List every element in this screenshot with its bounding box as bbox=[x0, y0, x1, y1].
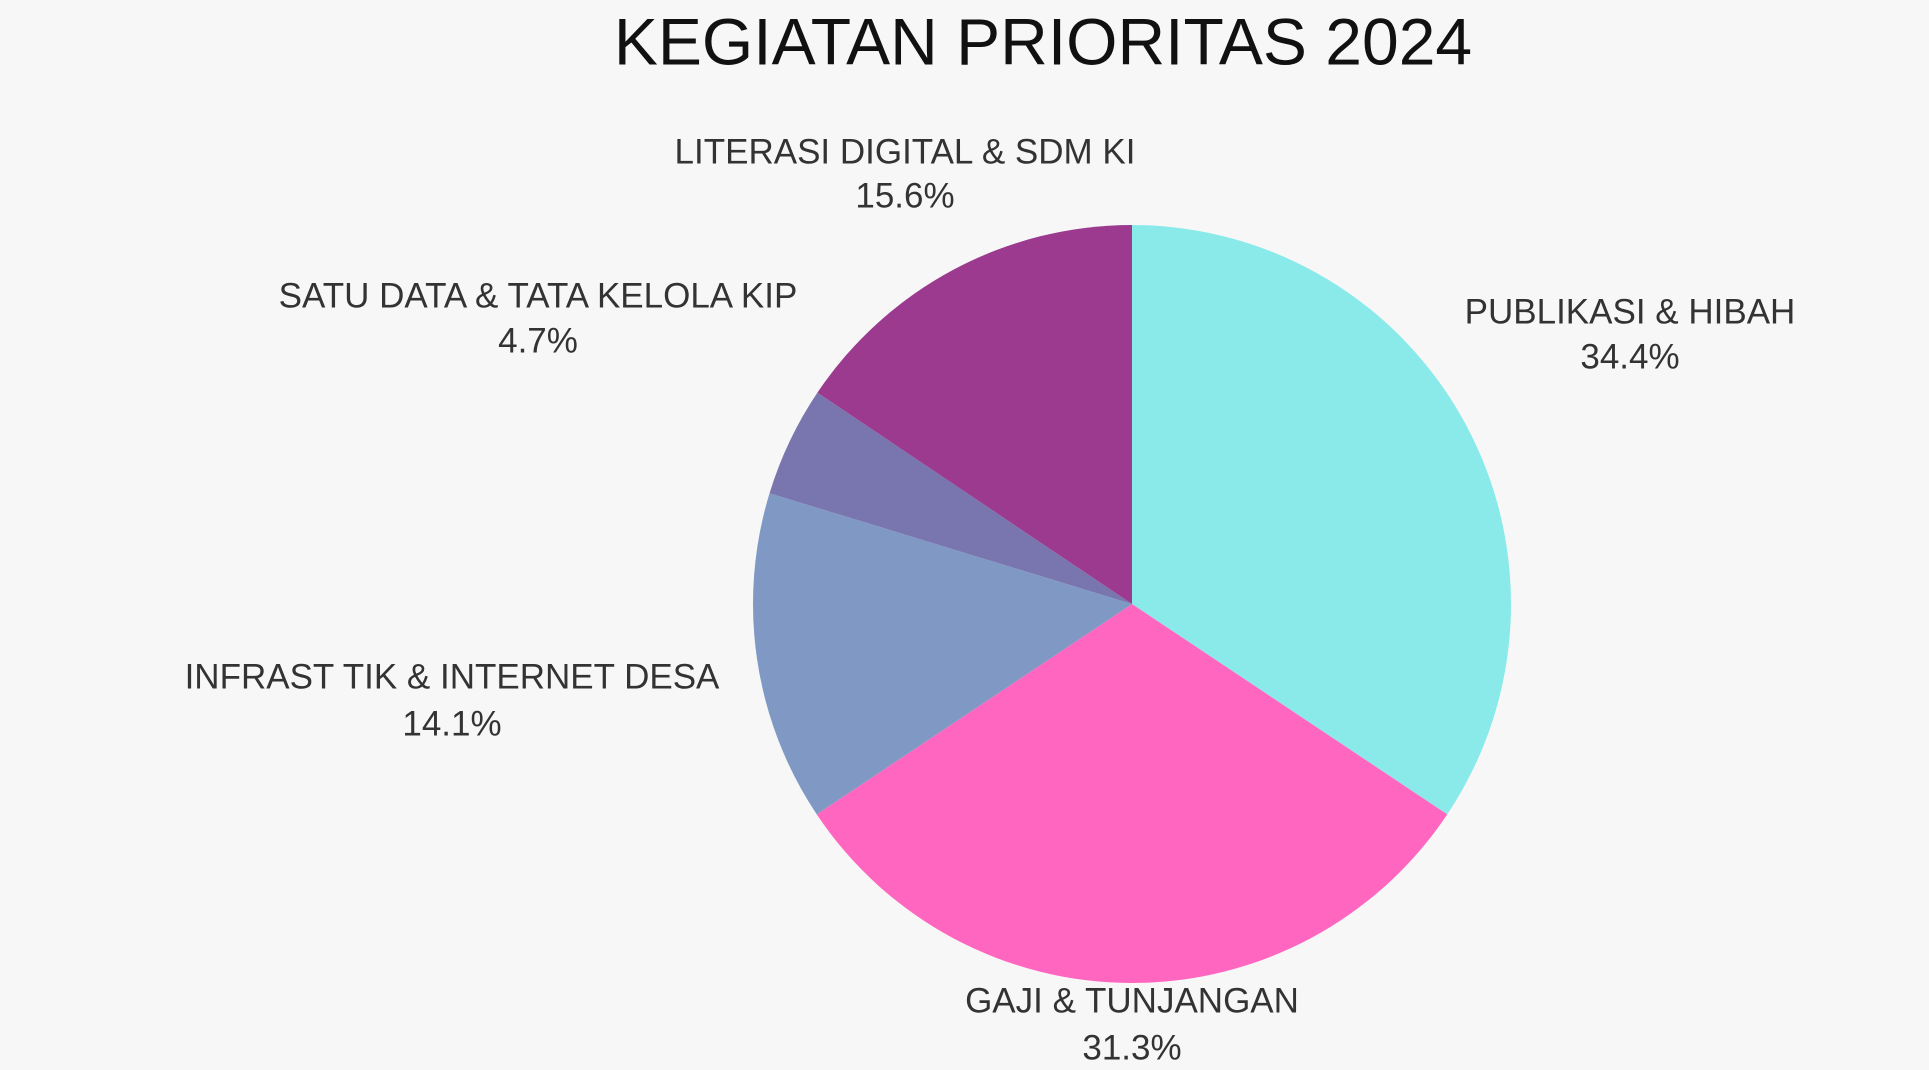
slice-label: LITERASI DIGITAL & SDM KI bbox=[675, 132, 1136, 171]
slice-value-label: 31.3% bbox=[1082, 1028, 1181, 1067]
pie-slice bbox=[817, 224, 1132, 604]
pie-slice bbox=[1132, 225, 1512, 815]
chart-title: KEGIATAN PRIORITAS 2024 bbox=[614, 4, 1472, 78]
slice-value-label: 15.6% bbox=[855, 176, 954, 215]
slice-label: SATU DATA & TATA KELOLA KIP bbox=[279, 276, 798, 315]
slice-value-label: 34.4% bbox=[1580, 337, 1679, 376]
slice-label: PUBLIKASI & HIBAH bbox=[1465, 292, 1796, 331]
pie-slice bbox=[769, 392, 1132, 604]
pie-slice bbox=[816, 604, 1448, 984]
pie-slice bbox=[752, 493, 1132, 815]
slice-value-label: 14.1% bbox=[402, 704, 501, 743]
slice-value-label: 4.7% bbox=[498, 321, 578, 360]
slice-label: GAJI & TUNJANGAN bbox=[965, 981, 1299, 1020]
slice-label: INFRAST TIK & INTERNET DESA bbox=[185, 657, 720, 696]
